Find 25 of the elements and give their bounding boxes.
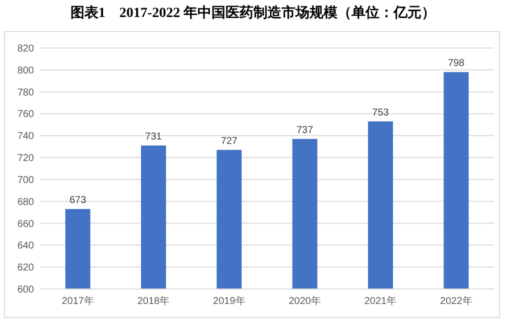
y-tick-label: 780	[17, 87, 34, 98]
data-label: 753	[372, 107, 390, 118]
y-tick-label: 600	[17, 284, 34, 296]
x-tick-label: 2021年	[364, 295, 397, 307]
data-label: 731	[145, 131, 162, 142]
y-tick-label: 680	[17, 196, 34, 208]
y-tick-label: 720	[17, 153, 34, 164]
y-tick-label: 660	[17, 218, 34, 230]
y-tick-label: 800	[17, 65, 34, 76]
x-tick-label: 2020年	[288, 295, 321, 307]
x-tick-label: 2022年	[440, 295, 472, 307]
x-tick-label: 2017年	[62, 295, 94, 307]
y-tick-label: 740	[17, 131, 34, 142]
y-tick-label: 760	[17, 109, 34, 120]
y-tick-label: 640	[17, 240, 34, 252]
chart-title: 图表1 2017-2022 年中国医药制造市场规模（单位：亿元）	[70, 4, 436, 21]
data-label: 673	[69, 195, 87, 206]
data-label: 798	[448, 58, 465, 70]
y-tick-label: 620	[17, 262, 34, 274]
x-tick-label: 2018年	[137, 295, 170, 307]
data-label: 727	[220, 136, 238, 147]
y-tick-label: 820	[17, 44, 34, 54]
x-tick-label: 2019年	[213, 295, 246, 307]
y-tick-label: 700	[17, 174, 34, 186]
data-label: 737	[296, 124, 314, 136]
